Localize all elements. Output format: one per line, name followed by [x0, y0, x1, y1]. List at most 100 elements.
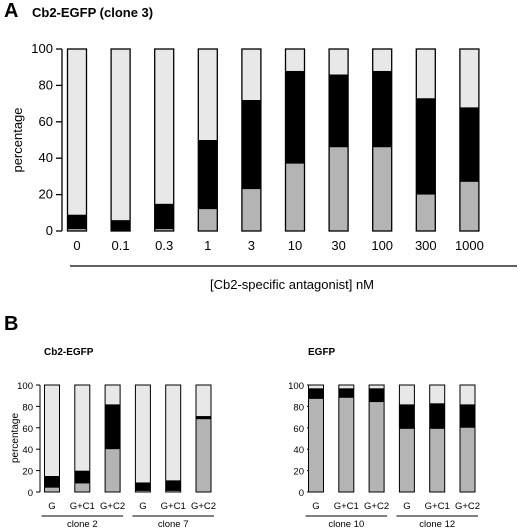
y-tick-label: 100	[17, 381, 33, 392]
y-tick-label: 80	[22, 402, 33, 413]
bar-outline	[74, 384, 91, 493]
bar-segment-black	[459, 107, 479, 182]
bar-segment-gray	[372, 147, 392, 231]
group-label: clone 12	[419, 519, 455, 530]
bar-segment-light	[74, 385, 90, 471]
bar-segment-gray	[329, 147, 349, 231]
y-tick-label: 20	[293, 467, 304, 478]
bar-segment-light	[416, 49, 436, 99]
y-tick-label: 20	[22, 467, 33, 478]
y-axis-label: percentage	[10, 107, 25, 172]
bar-segment-light	[105, 385, 121, 405]
x-tick-label: G+C2	[100, 501, 125, 512]
bar-segment-light	[285, 49, 305, 71]
bar-segment-light	[308, 385, 324, 389]
bar-segment-black	[135, 482, 151, 491]
panel-b-right-title: EGFP	[308, 347, 336, 358]
bar-outline	[154, 48, 175, 232]
bar-segment-light	[399, 385, 415, 405]
bar-segment-black	[308, 388, 324, 399]
bar-segment-black	[372, 70, 392, 148]
bar-segment-light	[198, 49, 218, 140]
x-tick-label: G	[139, 501, 146, 512]
bar-segment-light	[241, 49, 261, 100]
bar-segment-black	[329, 74, 349, 148]
y-axis-label: percentage	[10, 413, 21, 463]
bar-segment-gray	[416, 194, 436, 231]
group-label: clone 2	[67, 519, 98, 530]
panel-a-xlabel: [Cb2-specific antagonist] nM	[210, 277, 374, 292]
bar-segment-gray	[460, 427, 475, 492]
bar-segment-gray	[165, 490, 181, 492]
bar-segment-gray	[338, 397, 354, 492]
bar-segment-light	[372, 49, 392, 71]
bar-outline	[284, 48, 306, 232]
bar-outline	[66, 48, 88, 232]
bar-segment-gray	[285, 163, 305, 231]
bar-segment-light	[369, 385, 385, 389]
bar-segment-black	[416, 98, 436, 195]
bar-segment-black	[165, 480, 181, 491]
x-tick-label: 3	[248, 238, 255, 253]
bar-outline	[197, 48, 218, 232]
bar-segment-light	[338, 385, 354, 389]
bar-outline	[104, 384, 121, 493]
x-tick-label: G	[403, 501, 410, 512]
bar-segment-gray	[198, 209, 218, 231]
bar-segment-black	[44, 475, 60, 488]
bar-segment-black	[241, 99, 261, 190]
bar-segment-black	[111, 220, 131, 231]
bar-outline	[308, 384, 324, 493]
group-label: clone 10	[328, 519, 364, 530]
bar-segment-gray	[241, 189, 261, 231]
bar-segment-light	[154, 49, 174, 204]
bar-segment-light	[429, 385, 445, 404]
y-tick-label: 100	[288, 381, 304, 392]
x-tick-label: G+C1	[70, 501, 95, 512]
bar-outline	[195, 384, 212, 493]
y-tick-label: 100	[31, 41, 53, 56]
x-tick-label: 0.1	[112, 238, 130, 253]
y-tick-label: 0	[46, 223, 53, 238]
panel-a-title: Cb2-EGFP (clone 3)	[32, 5, 153, 20]
x-tick-label: G+C1	[161, 501, 186, 512]
bar-segment-gray	[74, 483, 90, 492]
x-tick-label: 30	[331, 238, 345, 253]
x-tick-label: 0.3	[155, 238, 173, 253]
y-tick-label: 40	[39, 150, 53, 165]
bar-segment-light	[460, 385, 475, 405]
y-tick-label: 0	[28, 488, 33, 499]
chart-b-left: 0 20 40 60 80 100 percentage G G+C1 G+C2 G G+C1 G+C2…	[10, 381, 216, 530]
bar-outline	[338, 384, 355, 493]
y-tick-label: 80	[293, 402, 304, 413]
bar-outline	[134, 384, 151, 493]
x-tick-label: G+C1	[425, 501, 450, 512]
x-tick-label: G	[48, 501, 55, 512]
bar-segment-black	[429, 403, 445, 429]
y-tick-label: 0	[299, 488, 304, 499]
bar-segment-black	[285, 70, 305, 164]
bar-segment-black	[460, 404, 475, 428]
bar-segment-light	[44, 385, 60, 476]
x-tick-label: 1000	[455, 238, 484, 253]
bar-outline	[459, 384, 476, 493]
bar-segment-black	[67, 214, 87, 230]
x-tick-label: 300	[415, 238, 437, 253]
y-tick-label: 20	[39, 187, 53, 202]
bar-segment-black	[198, 140, 218, 210]
bar-outline	[372, 48, 393, 232]
x-tick-label: 1	[204, 238, 211, 253]
bar-segment-gray	[196, 419, 211, 492]
bar-segment-gray	[135, 490, 151, 492]
bar-segment-gray	[154, 229, 174, 231]
bar-outline	[165, 384, 182, 493]
y-tick-label: 40	[293, 445, 304, 456]
x-tick-label: 100	[371, 238, 393, 253]
bar-segment-black	[154, 203, 174, 230]
bar-segment-gray	[105, 449, 121, 492]
panel-a-letter: A	[4, 0, 18, 22]
bar-segment-gray	[44, 487, 60, 492]
bar-segment-light	[165, 385, 181, 481]
